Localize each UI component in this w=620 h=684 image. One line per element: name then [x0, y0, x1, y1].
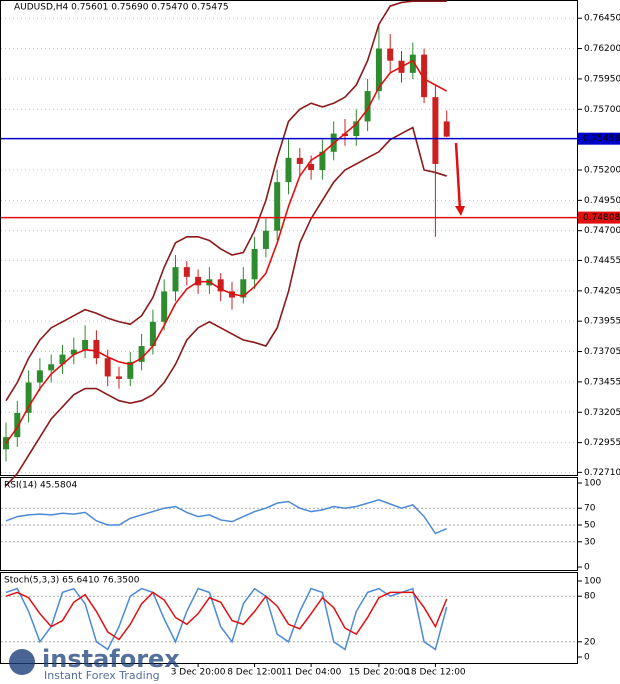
candle-body	[285, 157, 292, 183]
arrow-head	[455, 206, 465, 216]
candle-body	[48, 364, 55, 371]
y-tick-label: 0.75950	[584, 74, 620, 84]
candle-body	[308, 163, 315, 170]
level-label-box	[578, 132, 620, 145]
logo-circle	[9, 649, 35, 675]
y-tick-label: 100	[584, 479, 601, 489]
x-tick-label: 18 Dec 12:00	[405, 668, 466, 678]
y-tick-label: 0.73205	[584, 408, 620, 418]
rsi-title: RSI(14) 45.5804	[4, 481, 77, 491]
y-tick-label: 30	[584, 537, 596, 547]
stoch-title: Stoch(5,3,3) 65.6410 76.3500	[4, 576, 140, 586]
candle-body	[364, 91, 371, 122]
line	[5, 499, 447, 535]
stoch-panel	[0, 572, 578, 664]
line	[5, 587, 448, 651]
candle-body	[70, 349, 77, 355]
y-tick-label: 0.76200	[584, 44, 620, 54]
y-tick-label: 0.73705	[584, 347, 620, 357]
y-tick-label: 0.72710	[584, 468, 620, 478]
main-panel	[0, 0, 578, 476]
candle-body	[217, 279, 224, 292]
level-label-box	[578, 211, 620, 224]
x-tick-label: 8 Dec 12:00	[227, 668, 282, 678]
y-tick-label: 0	[584, 653, 590, 663]
y-tick-label: 100	[584, 577, 601, 587]
main-title: AUDUSD,H4 0.75601 0.75690 0.75470 0.7547…	[14, 3, 229, 13]
candle-body	[274, 182, 281, 231]
y-tick-label: 0.75700	[584, 105, 620, 115]
candle-body	[138, 346, 145, 362]
candle-body	[25, 382, 32, 413]
candle-body	[342, 133, 348, 136]
candle-body	[59, 354, 66, 365]
candle-body	[432, 97, 439, 164]
logo: instaforex Instant Forex Trading	[9, 645, 180, 682]
y-tick-label: 0.73955	[584, 317, 620, 327]
candle-body	[183, 267, 190, 277]
watermark-tagline: Instant Forex Trading	[44, 669, 160, 682]
candle-body	[409, 54, 416, 73]
y-tick-label: 0.75200	[584, 166, 620, 176]
line	[5, 59, 448, 444]
y-tick-label: 80	[584, 592, 596, 602]
y-tick-label: 0	[584, 563, 590, 573]
candle-body	[387, 48, 394, 61]
level-label: 0.75458	[583, 134, 620, 144]
line	[5, 126, 447, 487]
candle-body	[149, 321, 156, 347]
line	[5, 591, 448, 641]
y-tick-label: 50	[584, 521, 596, 531]
candle-body	[127, 361, 134, 379]
watermark-brand: instaforex	[42, 645, 180, 673]
candle-body	[240, 279, 247, 298]
candle-body	[172, 267, 179, 292]
y-tick-label: 0.74950	[584, 196, 620, 206]
candle-body	[36, 370, 43, 383]
candle-body	[93, 340, 100, 359]
candle-body	[443, 121, 450, 137]
candle-body	[353, 121, 360, 136]
candle-body	[375, 48, 382, 92]
y-tick-label: 0.73455	[584, 377, 620, 387]
y-tick-label: 0.74700	[584, 226, 620, 236]
x-tick-label: 15 Dec 20:00	[349, 668, 410, 678]
level-label: 0.74808	[583, 213, 620, 223]
candle-body	[161, 291, 168, 322]
candle-body	[104, 358, 111, 377]
y-tick-label: 70	[584, 504, 596, 514]
candle-body	[296, 157, 303, 164]
y-tick-label: 0.72955	[584, 438, 620, 448]
rsi-panel	[0, 477, 578, 571]
candle-body	[319, 151, 326, 170]
x-tick-label: 11 Dec 04:00	[281, 668, 342, 678]
candle-body	[421, 54, 428, 98]
candle-body	[262, 230, 269, 249]
y-tick-label: 0.74455	[584, 256, 620, 266]
arrow	[454, 142, 462, 211]
y-tick-label: 20	[584, 637, 596, 647]
y-tick-label: 0.74205	[584, 286, 620, 296]
candle-body	[251, 248, 258, 280]
x-tick-label: 3 Dec 20:00	[171, 668, 226, 678]
candle-body	[116, 376, 122, 379]
line	[5, 0, 447, 402]
candle-body	[14, 412, 21, 438]
y-tick-label: 0.76450	[584, 14, 620, 24]
candle-body	[82, 340, 89, 350]
